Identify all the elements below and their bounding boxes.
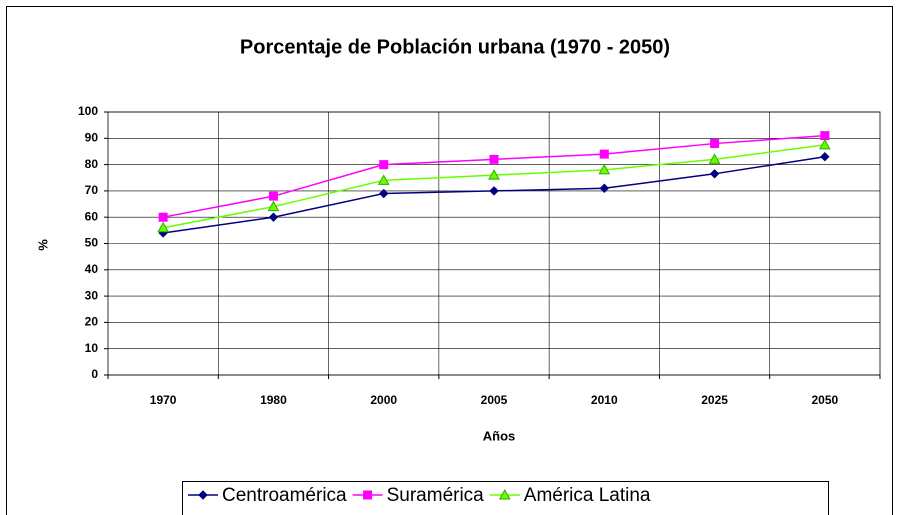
marker	[157, 221, 169, 233]
y-tick-label: 80	[85, 157, 99, 171]
marker	[599, 149, 609, 159]
marker	[379, 160, 389, 170]
marker	[820, 152, 830, 162]
y-tick-label: 70	[85, 183, 99, 197]
marker	[268, 212, 279, 222]
y-tick-label: 60	[85, 209, 99, 223]
y-tick-label: 50	[85, 236, 99, 250]
x-tick-label: 2025	[701, 393, 728, 407]
marker	[709, 169, 720, 179]
chart-border	[6, 6, 893, 515]
y-tick-label: 10	[85, 341, 99, 355]
marker	[488, 169, 500, 180]
marker	[268, 191, 278, 201]
y-tick-label: 30	[85, 288, 99, 302]
y-tick-label: 100	[78, 104, 98, 118]
marker	[708, 153, 721, 164]
legend-marker	[498, 488, 511, 500]
x-axis-label: Años	[483, 428, 516, 443]
x-tick-label: 2005	[481, 393, 508, 407]
marker	[598, 163, 611, 175]
chart-title: Porcentaje de Población urbana (1970 - 2…	[240, 36, 670, 58]
legend-marker	[363, 490, 373, 500]
legend-label: Suramérica	[387, 485, 485, 506]
y-tick-label: 20	[85, 315, 99, 329]
marker	[489, 154, 499, 164]
marker	[377, 174, 390, 185]
x-tick-label: 2010	[591, 393, 618, 407]
x-tick-label: 2050	[812, 393, 839, 407]
marker	[158, 212, 168, 222]
marker	[489, 186, 499, 196]
x-tick-label: 1980	[260, 393, 287, 407]
legend-label: Centroamérica	[222, 485, 347, 506]
marker	[267, 200, 280, 212]
marker	[819, 138, 831, 150]
marker	[379, 188, 389, 199]
marker	[710, 139, 720, 149]
y-tick-label: 90	[85, 130, 99, 144]
y-axis-label: %	[35, 239, 50, 251]
plot-area	[107, 111, 881, 376]
y-tick-label: 0	[91, 367, 98, 381]
x-tick-label: 1970	[150, 393, 177, 407]
legend-label: América Latina	[524, 485, 651, 506]
legend-marker	[198, 490, 208, 500]
x-tick-label: 2000	[370, 393, 397, 407]
y-tick-label: 40	[85, 262, 99, 276]
marker	[599, 183, 609, 193]
marker	[820, 131, 830, 141]
